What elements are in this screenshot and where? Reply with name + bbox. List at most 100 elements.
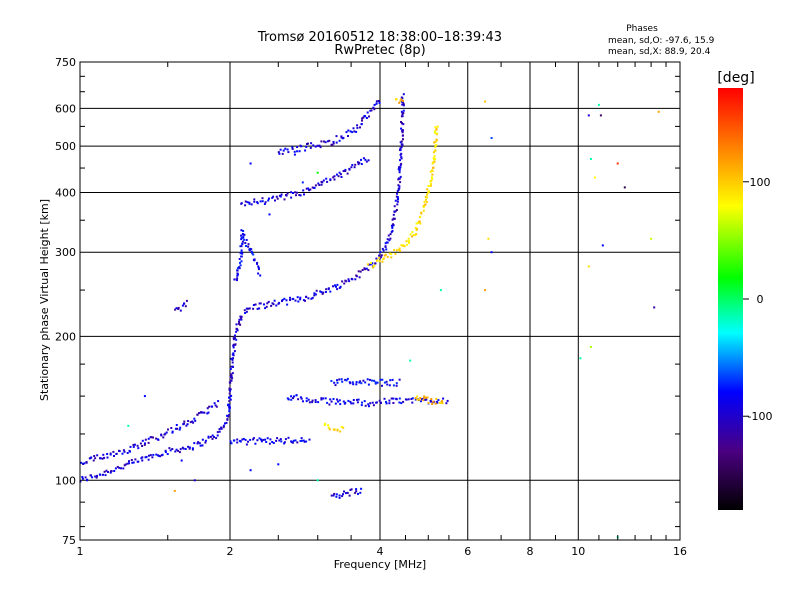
data-point [400,96,403,99]
data-point [382,257,385,260]
data-point [231,377,234,380]
data-point [342,493,344,496]
data-point [400,121,402,123]
data-point [335,141,338,144]
data-point [201,411,204,414]
data-point [362,379,365,382]
data-point [384,253,387,256]
data-point [434,402,437,405]
data-point [285,299,288,302]
data-point [236,267,239,270]
data-point [381,260,384,263]
data-point [418,220,421,223]
data-point [430,398,433,400]
data-point [369,402,372,405]
data-point [303,440,306,443]
data-point [364,381,367,384]
data-point [92,459,95,462]
data-point [351,381,354,384]
data-point [445,402,448,405]
data-point [183,302,185,305]
data-point [310,142,313,145]
data-point [335,495,338,498]
data-point [335,135,338,138]
data-point [206,407,209,410]
data-points [79,93,660,539]
data-point [442,397,445,400]
data-point [257,266,260,269]
data-point [152,436,154,439]
data-point [239,315,242,318]
data-point [395,249,398,252]
data-point [362,116,365,119]
data-point [304,299,306,302]
data-point [359,380,362,383]
data-point [316,171,319,174]
data-point [242,236,245,239]
data-point [402,93,405,96]
data-point [432,151,435,154]
data-point [424,398,427,401]
data-point [318,144,321,147]
data-point [229,389,231,392]
data-point [342,400,345,403]
data-point [314,401,317,403]
data-point [286,303,289,306]
data-point [342,426,345,429]
data-point [226,414,228,417]
data-point [389,379,392,382]
data-point [151,456,154,459]
data-point [254,442,257,445]
data-point [130,459,133,461]
data-point [430,176,433,179]
data-point [290,191,293,194]
data-point [239,245,242,248]
data-point [161,453,164,456]
data-point [385,402,388,405]
data-point [268,197,270,200]
data-point [395,98,398,101]
data-point [90,456,93,459]
data-point [196,413,199,416]
data-point [398,169,401,172]
data-point [178,428,181,431]
data-point [411,397,414,400]
data-point [269,438,272,441]
data-point [331,143,334,146]
data-point [367,383,370,386]
data-point [283,297,286,300]
data-point [126,462,129,465]
data-point [388,399,391,402]
data-point [231,361,234,364]
data-point [245,245,247,247]
data-point [222,426,225,429]
data-point [362,157,365,160]
data-point [191,448,194,451]
data-point [589,158,592,160]
data-point [382,249,385,252]
data-point [425,201,428,203]
data-point [229,388,232,391]
data-point [347,399,350,402]
data-point [264,438,267,441]
data-point [392,402,395,404]
data-point [360,382,363,385]
data-point [344,168,347,171]
data-point [303,193,305,196]
data-point [263,203,266,205]
data-point [589,346,592,348]
data-point [277,151,280,154]
data-point [432,400,435,403]
data-point [136,460,139,463]
data-point [296,296,299,299]
data-point [120,467,122,470]
y-tick-label: 200 [55,330,76,343]
data-point [249,162,252,165]
data-point [271,441,274,443]
data-point [232,346,235,349]
data-point [390,224,393,227]
data-point [290,196,293,199]
data-point [99,457,102,460]
data-point [85,461,88,463]
data-point [318,184,321,186]
